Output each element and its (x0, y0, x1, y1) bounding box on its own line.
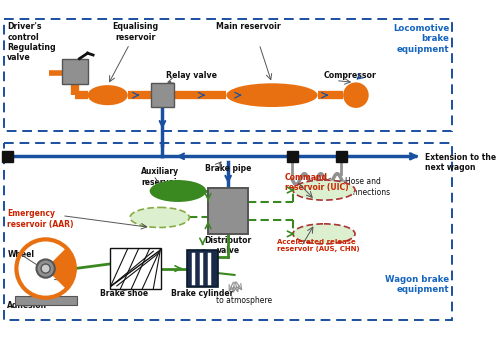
Circle shape (36, 259, 55, 278)
FancyBboxPatch shape (208, 188, 248, 234)
Text: Emergency
reservoir (AAR): Emergency reservoir (AAR) (8, 209, 74, 228)
Text: Auxiliary
reservoir: Auxiliary reservoir (142, 167, 180, 187)
Text: Relay valve: Relay valve (166, 71, 217, 81)
FancyBboxPatch shape (150, 83, 174, 107)
Text: Extension to the
next wagon: Extension to the next wagon (426, 153, 496, 172)
Ellipse shape (293, 180, 355, 200)
FancyBboxPatch shape (62, 59, 88, 84)
Text: Locomotive
brake
equipment: Locomotive brake equipment (393, 24, 449, 54)
FancyBboxPatch shape (187, 250, 218, 287)
Text: Accelerated release
reservoir (AUS, CHN): Accelerated release reservoir (AUS, CHN) (276, 239, 359, 252)
Text: Command
reservoir (UIC): Command reservoir (UIC) (284, 173, 348, 192)
Circle shape (41, 264, 50, 273)
FancyBboxPatch shape (14, 296, 76, 305)
Text: Wagon brake
equipment: Wagon brake equipment (385, 275, 449, 294)
Text: to atmosphere: to atmosphere (216, 296, 272, 305)
Ellipse shape (150, 180, 206, 202)
Ellipse shape (88, 85, 128, 105)
Text: Distributor
valve: Distributor valve (204, 236, 252, 255)
Text: Main reservoir: Main reservoir (216, 22, 280, 31)
Wedge shape (46, 248, 75, 289)
Text: Hose and
connections: Hose and connections (345, 177, 391, 197)
Text: Brake cylinder: Brake cylinder (172, 289, 234, 298)
FancyBboxPatch shape (336, 151, 347, 162)
Text: Wheel: Wheel (8, 250, 34, 259)
FancyBboxPatch shape (110, 249, 160, 289)
Text: Adhesion: Adhesion (8, 302, 48, 310)
Text: Driver's
control
Regulating
valve: Driver's control Regulating valve (8, 22, 56, 62)
FancyBboxPatch shape (286, 151, 298, 162)
Ellipse shape (293, 224, 355, 244)
Ellipse shape (130, 207, 190, 227)
Text: Equalising
reservoir: Equalising reservoir (112, 22, 158, 41)
Ellipse shape (226, 83, 318, 107)
Text: Compressor: Compressor (324, 71, 377, 81)
Text: Rigging: Rigging (114, 250, 147, 259)
Circle shape (343, 82, 368, 108)
Text: Brake shoe: Brake shoe (100, 289, 148, 298)
Text: Brake pipe: Brake pipe (206, 164, 252, 173)
FancyBboxPatch shape (2, 151, 13, 162)
